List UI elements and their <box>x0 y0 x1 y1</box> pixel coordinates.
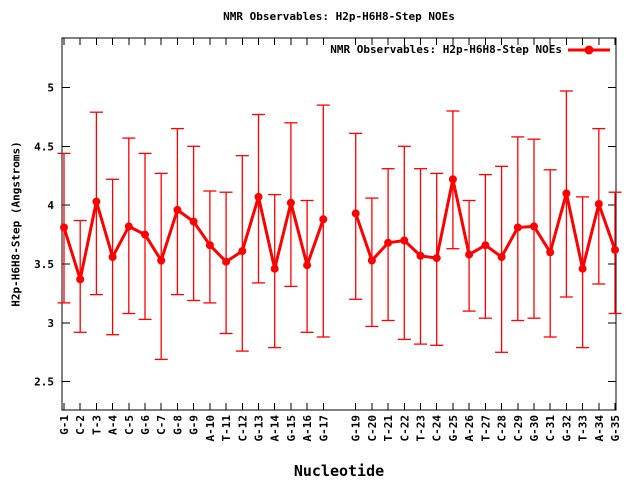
y-tick-label: 3 <box>47 317 54 330</box>
legend-label: NMR Observables: H2p-H6H8-Step NOEs <box>330 43 562 56</box>
data-point <box>189 217 198 226</box>
x-tick-label: G-9 <box>188 415 201 435</box>
data-point <box>222 257 231 266</box>
x-tick-label: A-34 <box>593 415 606 442</box>
x-tick-label: G-32 <box>560 415 573 442</box>
data-point <box>303 261 312 270</box>
y-tick-label: 3.5 <box>34 258 54 271</box>
x-tick-label: C-22 <box>398 415 411 442</box>
x-tick-label: T-27 <box>479 415 492 442</box>
x-tick-label: G-6 <box>139 415 152 435</box>
x-tick-label: C-24 <box>431 415 444 442</box>
x-tick-label: A-16 <box>301 415 314 442</box>
x-tick-label: T-21 <box>382 415 395 442</box>
data-point <box>481 241 490 250</box>
data-point <box>562 189 571 198</box>
data-point <box>238 247 247 256</box>
data-point <box>319 215 328 224</box>
x-tick-label: C-28 <box>496 415 509 442</box>
x-tick-label: G-15 <box>285 415 298 442</box>
data-point <box>76 275 85 284</box>
data-point <box>432 254 441 263</box>
data-point <box>141 230 149 239</box>
data-point <box>611 245 619 254</box>
x-tick-label: T-23 <box>415 415 428 442</box>
x-tick-label: A-14 <box>269 415 282 442</box>
x-tick-label: G-25 <box>447 415 460 442</box>
x-tick-label: T-3 <box>90 415 103 435</box>
data-point <box>578 264 587 273</box>
x-tick-label: G-1 <box>58 415 71 435</box>
x-tick-label: A-26 <box>463 415 476 442</box>
data-point <box>497 253 506 261</box>
x-tick-label: A-4 <box>107 415 120 435</box>
data-point <box>416 251 425 260</box>
data-point <box>157 256 166 265</box>
data-point <box>270 264 279 273</box>
plot-border <box>61 37 617 411</box>
data-point <box>546 248 555 257</box>
y-tick-label: 4.5 <box>34 140 54 153</box>
x-tick-label: C-7 <box>155 415 168 435</box>
data-point <box>513 223 522 232</box>
data-point <box>594 200 603 208</box>
x-tick-label: C-31 <box>544 415 557 442</box>
data-point <box>351 209 360 218</box>
x-tick-label: G-35 <box>609 415 622 442</box>
legend-series-marker-icon <box>568 45 610 54</box>
x-tick-label: T-11 <box>220 415 233 442</box>
data-point <box>205 241 214 250</box>
data-point <box>108 253 117 261</box>
x-tick-label: C-29 <box>512 415 525 442</box>
x-tick-label: C-12 <box>236 415 249 442</box>
data-point <box>173 205 182 214</box>
x-tick-label: G-19 <box>350 415 363 442</box>
x-tick-label: G-8 <box>171 415 184 435</box>
y-axis-label: H2p-H6H8-Step (Angstroms) <box>9 141 23 307</box>
y-tick-label: 5 <box>47 81 54 94</box>
y-tick-label: 2.5 <box>34 376 54 389</box>
error-bar <box>154 172 168 361</box>
data-point <box>286 198 295 207</box>
x-tick-label: A-10 <box>204 415 217 442</box>
x-tick-label: T-33 <box>577 415 590 442</box>
x-tick-label: G-17 <box>317 415 330 442</box>
x-axis-label: Nucleotide <box>293 462 385 480</box>
legend: NMR Observables: H2p-H6H8-Step NOEs <box>62 43 610 56</box>
data-point <box>367 256 376 265</box>
data-point <box>400 236 409 245</box>
data-point <box>60 223 68 232</box>
data-point <box>124 222 133 231</box>
data-point <box>92 197 101 206</box>
x-tick-label: C-5 <box>123 415 136 435</box>
x-tick-label: C-20 <box>366 415 379 442</box>
x-tick-label: G-13 <box>253 415 266 442</box>
y-tick-label: 4 <box>47 199 54 212</box>
data-point <box>254 192 263 201</box>
data-point <box>530 222 538 231</box>
data-point <box>384 238 393 247</box>
x-tick-label: C-2 <box>74 415 87 435</box>
x-tick-label: G-30 <box>528 415 541 442</box>
data-point <box>465 250 474 259</box>
chart-title: NMR Observables: H2p-H6H8-Step NOEs <box>223 10 455 23</box>
data-point <box>448 175 457 184</box>
